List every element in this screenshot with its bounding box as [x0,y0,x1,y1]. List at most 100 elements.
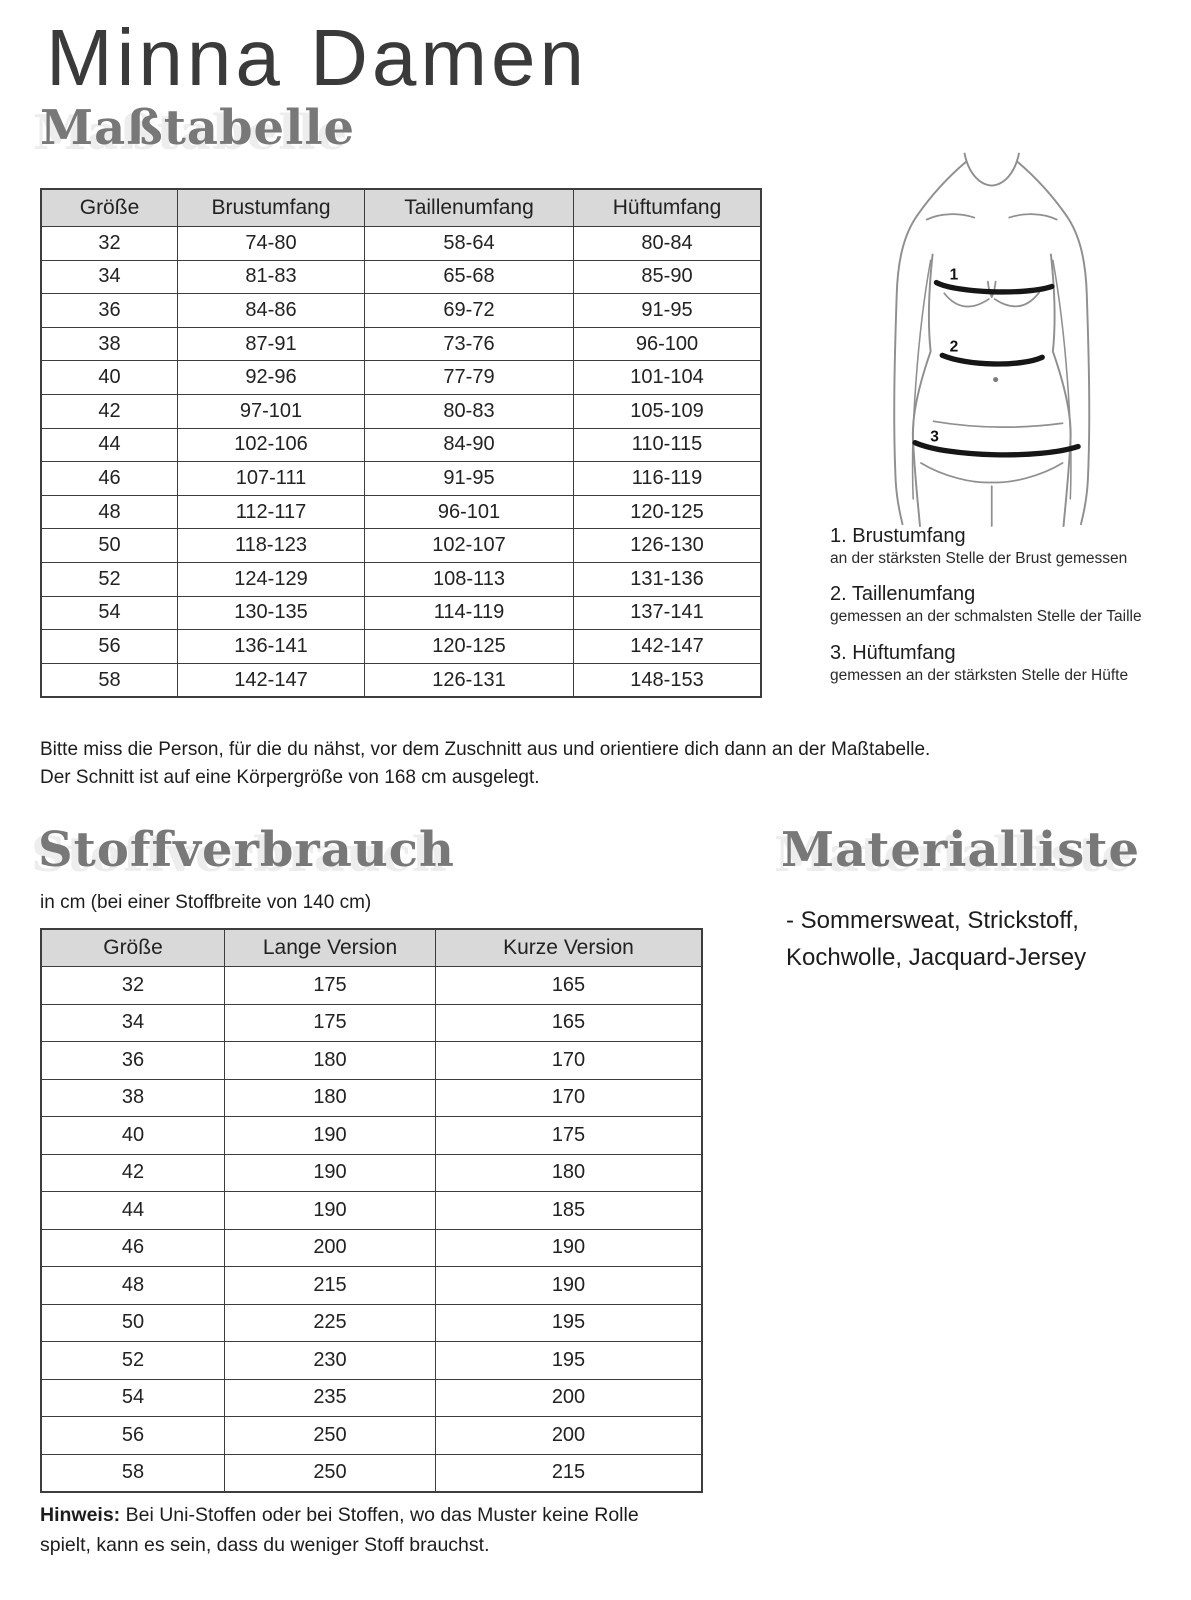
annotation-title: 2. Taillenumfang [830,583,976,606]
table-cell: 69-72 [364,293,574,328]
header-row: Größe Lange Version Kurze Version [40,928,703,967]
table-cell: 58 [40,662,178,698]
table-cell: 225 [224,1303,436,1342]
table-cell: 124-129 [177,561,365,597]
table-cell: 190 [435,1228,703,1267]
table-cell: 175 [435,1116,703,1155]
table-cell: 190 [224,1191,436,1230]
table-cell: 110-115 [573,427,762,463]
table-cell: 101-104 [573,360,762,395]
fabric-note-line2: spielt, kann es sein, dass du weniger St… [40,1534,490,1556]
table-cell: 107-111 [177,461,365,496]
table-cell: 170 [435,1041,703,1080]
table-cell: 50 [40,528,178,563]
table-cell: 81-83 [177,259,365,295]
table-cell: 118-123 [177,528,365,563]
table-cell: 130-135 [177,595,365,631]
table-cell: 85-90 [573,259,762,295]
table-row: 40 92-96 77-79 101-104 [40,360,762,395]
table-row: 52 124-129 108-113 131-136 [40,561,762,597]
table-cell: 105-109 [573,393,762,429]
table-cell: 126-131 [364,662,574,698]
fabric-note-label: Hinweis: [40,1504,121,1526]
column-header: Brustumfang [177,188,365,227]
column-header: Hüftumfang [573,188,762,227]
table-cell: 54 [40,1378,225,1417]
figure-label-1: 1 [950,267,959,284]
table-cell: 200 [435,1416,703,1455]
annotation-hip: 3. Hüftumfang gemessen an der stärksten … [830,641,1191,685]
table-row: 48 112-117 96-101 120-125 [40,494,762,530]
table-cell: 195 [435,1303,703,1342]
table-cell: 180 [224,1041,436,1080]
bust-band [933,279,1055,295]
table-cell: 46 [40,1228,225,1267]
annotation-desc: gemessen an der schmalsten Stelle der Ta… [830,608,1142,626]
measurement-annotations: 1. Brustumfang an der stärksten Stelle d… [830,524,1191,699]
fabric-note: Hinweis: Bei Uni-Stoffen oder bei Stoffe… [40,1500,639,1560]
table-row: 44 190 185 [40,1191,703,1230]
table-row: 38 180 170 [40,1078,703,1117]
table-cell: 92-96 [177,360,365,395]
table-cell: 96-100 [573,326,762,362]
table-row: 50 225 195 [40,1303,703,1342]
table-cell: 170 [435,1078,703,1117]
column-header: Größe [40,928,225,967]
table-cell: 165 [435,1003,703,1042]
table-cell: 120-125 [573,494,762,530]
figure-label-2: 2 [950,338,959,355]
annotation-desc: an der stärksten Stelle der Brust gemess… [830,550,1128,567]
fabric-note-line1: Bei Uni-Stoffen oder bei Stoffen, wo das… [120,1504,639,1526]
table-row: 42 190 180 [40,1153,703,1192]
column-header: Kurze Version [435,928,703,967]
table-cell: 58-64 [364,226,574,261]
materials-line2: Kochwolle, Jacquard-Jersey [786,944,1087,971]
table-cell: 108-113 [364,561,574,597]
table-cell: 180 [224,1078,436,1117]
table-row: 58 250 215 [40,1453,703,1493]
table-cell: 185 [435,1191,703,1230]
materials-line1: - Sommersweat, Strickstoff, [786,907,1079,934]
fabric-subtitle: in cm (bei einer Stoffbreite von 140 cm) [40,892,372,913]
table-cell: 142-147 [177,662,365,698]
page-title: Minna Damen [46,13,589,102]
table-cell: 40 [40,360,178,395]
annotation-waist: 2. Taillenumfang gemessen an der schmals… [830,582,1191,626]
table-row: 52 230 195 [40,1341,703,1380]
table-cell: 215 [224,1266,436,1305]
hip-band [912,439,1081,458]
table-cell: 36 [40,1041,225,1080]
table-row: 46 107-111 91-95 116-119 [40,461,762,496]
table-cell: 42 [40,393,178,429]
table-cell: 137-141 [573,595,762,631]
annotation-title: 1. Brustumfang [830,525,966,547]
table-cell: 200 [224,1228,436,1267]
table-cell: 58 [40,1453,225,1493]
table-cell: 34 [40,259,178,295]
table-cell: 91-95 [364,461,574,496]
table-cell: 136-141 [177,629,365,664]
table-cell: 84-86 [177,293,365,328]
table-cell: 175 [224,1003,436,1042]
table-cell: 126-130 [573,528,762,563]
table-cell: 44 [40,1191,225,1230]
table-cell: 32 [40,966,225,1005]
table-cell: 102-106 [177,427,365,463]
body-outline [893,152,1091,528]
figure-label-3: 3 [930,429,939,446]
table-row: 46 200 190 [40,1228,703,1267]
table-cell: 34 [40,1003,225,1042]
measuring-instructions-line2: Der Schnitt ist auf eine Körpergröße von… [40,767,540,788]
table-cell: 77-79 [364,360,574,395]
table-cell: 74-80 [177,226,365,261]
table-cell: 56 [40,1416,225,1455]
column-header: Lange Version [224,928,436,967]
table-cell: 50 [40,1303,225,1342]
table-cell: 40 [40,1116,225,1155]
body-measurement-figure: 1 2 3 [846,140,1186,528]
table-cell: 36 [40,293,178,328]
table-cell: 42 [40,1153,225,1192]
annotation-desc: gemessen an der stärksten Stelle der Hüf… [830,666,1129,684]
table-cell: 250 [224,1416,436,1455]
